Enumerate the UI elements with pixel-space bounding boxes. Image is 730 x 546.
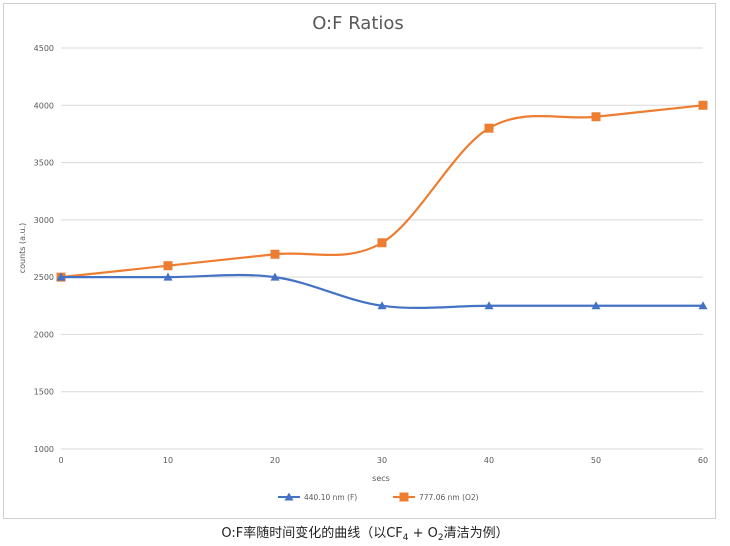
x-tick-label: 10 xyxy=(163,456,173,465)
figure-caption: O:F率随时间变化的曲线（以CF4 + O2清洁为例） xyxy=(0,522,730,543)
legend-label-f: 440.10 nm (F) xyxy=(304,493,357,502)
data-point-o2 xyxy=(484,123,494,133)
y-tick-label: 4000 xyxy=(34,101,54,110)
data-point-f xyxy=(484,301,494,310)
y-tick-label: 2500 xyxy=(34,273,54,282)
caption-middle: + O xyxy=(408,526,438,541)
y-tick-label: 1000 xyxy=(34,445,54,454)
data-point-o2 xyxy=(270,249,280,259)
legend: 440.10 nm (F) 777.06 nm (O2) xyxy=(278,492,479,502)
y-tick-label: 1500 xyxy=(34,388,54,397)
gridlines xyxy=(61,47,703,450)
series xyxy=(56,100,708,310)
x-tick-label: 20 xyxy=(270,456,280,465)
caption-prefix: O:F率随时间变化的曲线（以CF xyxy=(221,526,403,541)
caption-subscript-2: 2 xyxy=(437,533,444,543)
data-point-f xyxy=(56,272,66,281)
y-tick-label: 4500 xyxy=(34,44,54,53)
data-point-o2 xyxy=(698,100,708,110)
x-tick-label: 30 xyxy=(377,456,387,465)
line-chart: 4500 4000 3500 3000 2500 2000 1500 1000 0 10 20 30 4… xyxy=(18,13,708,502)
data-point-f xyxy=(591,301,601,310)
data-point-f xyxy=(377,301,387,310)
chart-title: O:F Ratios xyxy=(312,13,404,34)
axes: 4500 4000 3500 3000 2500 2000 1500 1000 0 10 20 30 4… xyxy=(34,44,708,465)
caption-suffix: 清洁为例） xyxy=(443,526,509,541)
y-axis-label: counts (a.u.) xyxy=(18,223,27,274)
legend-label-o2: 777.06 nm (O2) xyxy=(419,493,479,502)
legend-marker-f xyxy=(284,492,294,501)
x-tick-label: 60 xyxy=(698,456,708,465)
y-tick-label: 3500 xyxy=(34,159,54,168)
data-point-o2 xyxy=(163,261,173,271)
y-tick-label: 3000 xyxy=(34,216,54,225)
x-axis-label: secs xyxy=(372,474,390,483)
chart-frame xyxy=(3,3,716,519)
x-tick-label: 0 xyxy=(58,456,63,465)
legend-marker-o2 xyxy=(399,492,409,502)
x-tick-label: 40 xyxy=(484,456,494,465)
x-tick-label: 50 xyxy=(591,456,601,465)
data-point-f xyxy=(163,272,173,281)
caption-subscript-4: 4 xyxy=(402,533,409,543)
data-point-o2 xyxy=(591,112,601,122)
data-point-f xyxy=(270,272,280,281)
data-point-f xyxy=(698,301,708,310)
series-line-o2 xyxy=(60,104,704,279)
y-tick-label: 2000 xyxy=(34,330,54,339)
data-point-o2 xyxy=(377,238,387,248)
